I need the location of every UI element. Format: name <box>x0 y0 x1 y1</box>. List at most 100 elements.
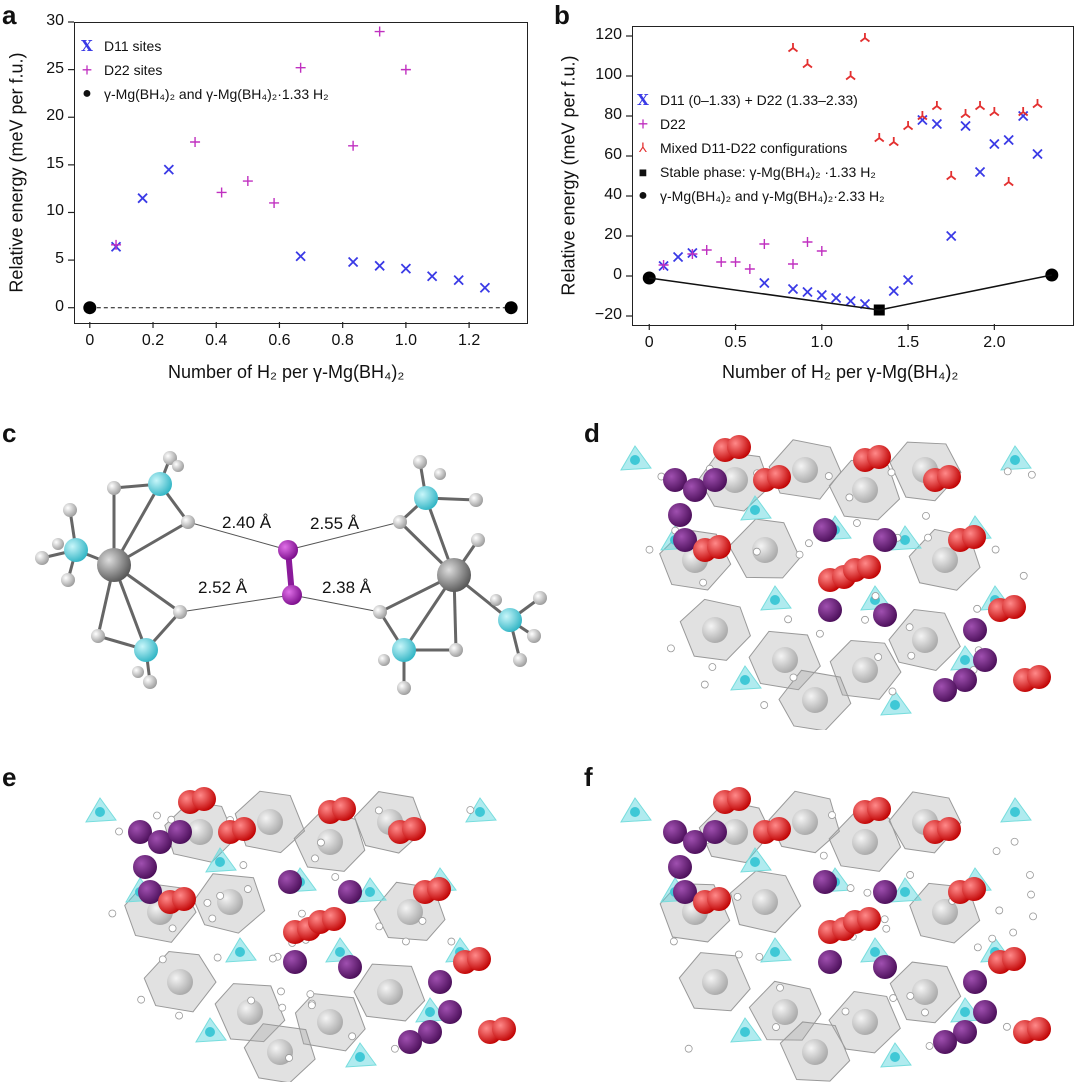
legend-b-mixed-label: Mixed D11-D22 configurations <box>660 140 848 156</box>
legend-b-d22: + D22 <box>634 112 885 136</box>
data-point-d22 <box>400 64 411 75</box>
h2-molecule-atom <box>192 787 216 811</box>
b-atom <box>392 638 416 662</box>
h2-molecule-atom <box>953 668 977 692</box>
y-tick-label: 60 <box>604 146 622 163</box>
mg-atom <box>317 829 343 855</box>
x-tick-label: 0 <box>644 334 654 351</box>
h2-molecule-atom <box>727 787 751 811</box>
b-atom <box>900 887 910 897</box>
data-point-d22 <box>242 176 253 187</box>
data-point-d11 <box>974 166 986 178</box>
legend-b-endpoints-label: γ-Mg(BH₄)₂ and γ-Mg(BH₄)₂·2.33 H₂ <box>660 188 885 204</box>
mg-atom <box>792 809 818 835</box>
h2-molecule-atom <box>962 525 986 549</box>
h2-molecule-atom <box>427 877 451 901</box>
mg-atom <box>802 687 828 713</box>
panel-letter-e: e <box>2 762 17 792</box>
b-atom <box>205 1027 215 1037</box>
b-atom <box>215 857 225 867</box>
data-point-mixed <box>931 101 942 111</box>
x-tick-label: 0.2 <box>141 332 165 349</box>
b-atom <box>425 1007 435 1017</box>
h2-molecule-atom <box>962 877 986 901</box>
distance-label: 2.52 Å <box>198 578 248 597</box>
b-atom <box>630 455 640 465</box>
h2-molecule-atom <box>818 598 842 622</box>
data-point-d11 <box>787 283 799 295</box>
legend-circle-marker: ● <box>638 187 648 204</box>
data-point-d11 <box>1018 110 1029 122</box>
b-atom <box>365 887 375 897</box>
h-atom <box>1003 467 1012 476</box>
data-point-d11 <box>989 138 1000 150</box>
legend-b-d11: X D11 (0–1.33) + D22 (1.33–2.33) <box>634 88 885 112</box>
h-atom <box>772 1023 780 1031</box>
data-point-mixed <box>874 133 885 143</box>
h2-molecule-atom <box>138 880 162 904</box>
data-point-d11 <box>426 271 438 282</box>
h2-molecule-atom <box>963 618 987 642</box>
h2-molecule-atom <box>683 830 707 854</box>
legend-x-marker: X <box>637 91 649 109</box>
convex-hull-line <box>649 274 1052 311</box>
h-atom <box>871 592 880 600</box>
mg-atom <box>802 1039 828 1065</box>
panel-letter-a: a <box>2 0 17 30</box>
h-atom <box>153 811 161 820</box>
h-atom <box>734 950 743 959</box>
h-atom <box>924 533 932 542</box>
panel-letter-b: b <box>554 0 570 30</box>
h-atom <box>760 701 769 709</box>
h-atom <box>921 1008 929 1017</box>
h-atom <box>889 994 898 1002</box>
h2-molecule-atom <box>418 1020 442 1044</box>
h-atom <box>645 545 654 554</box>
mg-atom <box>237 999 263 1025</box>
x-tick-label: 0.4 <box>205 332 228 349</box>
h-atom <box>115 827 123 836</box>
h2-molecule-atom <box>1027 665 1051 689</box>
h2-molecule-atom <box>873 955 897 979</box>
h2-molecule-atom <box>857 555 881 579</box>
h-atom <box>239 861 248 869</box>
data-point-d11 <box>960 120 971 132</box>
y-tick-label: 15 <box>46 154 64 172</box>
h-atom <box>243 885 252 893</box>
b-atom <box>235 947 245 957</box>
data-point-d11 <box>759 277 770 289</box>
h2-molecule-atom <box>438 1000 462 1024</box>
h2-molecule-atom <box>953 1020 977 1044</box>
h-atom <box>213 953 222 962</box>
h2-molecule-atom <box>767 817 791 841</box>
h-atom <box>991 545 1000 554</box>
x-tick-label: 1.0 <box>810 334 833 351</box>
h-atom <box>684 1044 693 1053</box>
h-atom <box>168 924 177 933</box>
plot-a-legend: X D11 sites + D22 sites ● γ-Mg(BH₄)₂ and… <box>78 34 328 106</box>
h-atom <box>995 906 1004 915</box>
mg-atom <box>852 829 878 855</box>
x-tick-label: 0.5 <box>724 334 747 351</box>
y-tick-label: 30 <box>46 12 64 29</box>
charts-svg <box>68 21 1059 330</box>
b-atom <box>750 505 760 515</box>
x-tick-label: 2.0 <box>983 334 1006 351</box>
h-atom <box>922 511 930 520</box>
mg-atom <box>932 547 958 573</box>
h2-molecule-atom <box>332 797 356 821</box>
data-point-mixed <box>787 43 799 53</box>
h-atom <box>805 539 813 548</box>
h-atom <box>158 955 167 964</box>
x-tick-label: 0.8 <box>331 332 354 349</box>
y-tick-label: 20 <box>604 226 622 243</box>
h-atom <box>887 468 896 477</box>
data-point-d22 <box>374 26 385 37</box>
crystal-structure-d <box>620 435 1051 730</box>
h-atom <box>973 943 982 952</box>
data-point-d22 <box>295 62 306 73</box>
x-tick-label: 1.2 <box>457 332 481 349</box>
data-point-d22 <box>716 257 727 267</box>
legend-b-d11-label: D11 (0–1.33) + D22 (1.33–2.33) <box>660 92 858 108</box>
data-point-mixed <box>1003 177 1014 187</box>
